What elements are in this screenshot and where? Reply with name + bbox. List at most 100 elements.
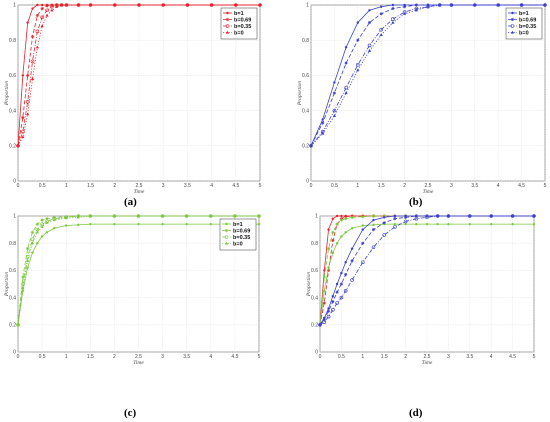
x-axis-label: Time <box>133 360 144 366</box>
x-tick-label: 2 <box>113 183 116 189</box>
legend-marker <box>225 30 230 34</box>
legend-label: b=0 <box>519 31 529 37</box>
legend-label: b=0.35 <box>234 24 251 30</box>
data-point <box>233 214 237 218</box>
legend-marker <box>510 30 515 34</box>
y-axis-label: Proportion <box>4 272 10 297</box>
data-point <box>326 314 331 319</box>
chart-svg: 0 0.5 1 1.5 2 2.5 3 3.5 4 4.5 5 0 0.2 0.4 0.6 0.8 1 Time P… <box>4 3 262 195</box>
data-point <box>209 222 212 226</box>
chart-svg: 0 0.5 1 1.5 2 2.5 3 3.5 4 4.5 5 0 0.2 0.4 0.6 0.8 1 Time P… <box>4 214 261 366</box>
data-point <box>210 3 214 7</box>
legend-label: b=0 <box>234 31 244 37</box>
legend-marker <box>226 11 229 15</box>
x-tick-label: 1.5 <box>381 354 388 360</box>
data-point <box>355 63 360 67</box>
data-point <box>382 233 386 237</box>
chart-panel-d: 0 0.5 1 1.5 2 2.5 3 3.5 4 4.5 5 0 0.2 0.4 0.6 0.8 1 Time P… <box>306 214 536 366</box>
data-point <box>26 266 29 269</box>
data-point <box>55 4 59 8</box>
data-point <box>26 259 30 262</box>
data-point <box>447 222 450 226</box>
data-point <box>344 91 348 95</box>
y-tick-label: 0.8 <box>311 241 318 247</box>
data-point <box>543 3 547 7</box>
data-point <box>258 3 262 7</box>
data-point <box>45 13 49 17</box>
data-point <box>393 222 397 226</box>
data-point <box>350 227 354 230</box>
data-point <box>30 35 35 39</box>
data-point <box>404 215 408 219</box>
y-tick-label: 0.6 <box>9 268 16 274</box>
x-tick-label: 4 <box>497 183 500 189</box>
legend-label: b=0.69 <box>234 18 251 24</box>
chart-panel-c: 0 0.5 1 1.5 2 2.5 3 3.5 4 4.5 5 0 0.2 0.4 0.6 0.8 1 Time P… <box>4 214 261 366</box>
data-point <box>393 214 397 218</box>
x-tick-label: 1.5 <box>87 354 94 360</box>
x-tick-label: 4.5 <box>518 183 525 189</box>
data-point <box>339 295 344 300</box>
y-tick-label: 0.2 <box>302 144 309 150</box>
data-point <box>45 221 49 224</box>
caption-d: (d) <box>409 407 423 419</box>
data-point <box>436 222 439 226</box>
data-point <box>35 230 39 234</box>
data-point <box>113 222 116 226</box>
y-tick-label: 0.8 <box>9 241 16 247</box>
x-tick-label: 2.5 <box>135 354 142 360</box>
data-point <box>30 77 35 81</box>
data-point <box>380 5 383 8</box>
x-tick-label: 2 <box>113 354 116 360</box>
x-axis-label: Time <box>423 189 434 195</box>
data-point <box>322 275 326 279</box>
x-tick-label: 3 <box>162 183 165 189</box>
data-point <box>161 222 164 226</box>
x-tick-label: 4.5 <box>231 354 238 360</box>
data-point <box>344 231 347 234</box>
data-point <box>185 3 189 7</box>
data-point <box>40 15 45 20</box>
data-point <box>45 217 49 221</box>
data-point <box>382 214 386 218</box>
data-point <box>468 214 472 218</box>
data-point <box>30 59 35 64</box>
x-tick-label: 2 <box>403 183 406 189</box>
data-point <box>321 131 325 135</box>
data-point <box>21 116 25 120</box>
legend-marker <box>511 11 514 15</box>
data-point <box>331 230 335 234</box>
x-tick-label: 1 <box>65 183 68 189</box>
data-point <box>52 218 56 222</box>
series-line <box>17 215 259 325</box>
data-point <box>520 3 524 7</box>
data-point <box>344 46 348 49</box>
data-point <box>64 216 68 220</box>
data-point <box>331 308 335 312</box>
x-tick-label: 0.5 <box>39 183 46 189</box>
data-point <box>425 222 429 226</box>
data-point <box>52 227 56 230</box>
data-point <box>331 295 335 298</box>
data-point <box>26 21 29 24</box>
data-point <box>335 282 339 286</box>
data-point <box>350 215 354 219</box>
data-point <box>449 3 453 7</box>
data-point <box>25 254 30 259</box>
data-point <box>340 214 343 218</box>
data-point <box>16 323 20 326</box>
legend-label: b=1 <box>234 11 244 17</box>
data-point <box>468 222 471 226</box>
y-tick-label: 0 <box>306 179 309 185</box>
data-point <box>326 268 331 272</box>
chart-panel-a: 0 0.5 1 1.5 2 2.5 3 3.5 4 4.5 5 0 0.2 0.4 0.6 0.8 1 Time P… <box>4 3 262 195</box>
data-point <box>367 48 372 52</box>
y-tick-label: 0 <box>13 350 16 356</box>
data-point <box>379 27 383 32</box>
data-point <box>356 38 360 42</box>
data-point <box>323 289 326 292</box>
data-point <box>339 218 343 222</box>
legend-label: b=0.35 <box>519 24 536 30</box>
data-point <box>435 214 440 218</box>
data-point <box>35 29 40 34</box>
